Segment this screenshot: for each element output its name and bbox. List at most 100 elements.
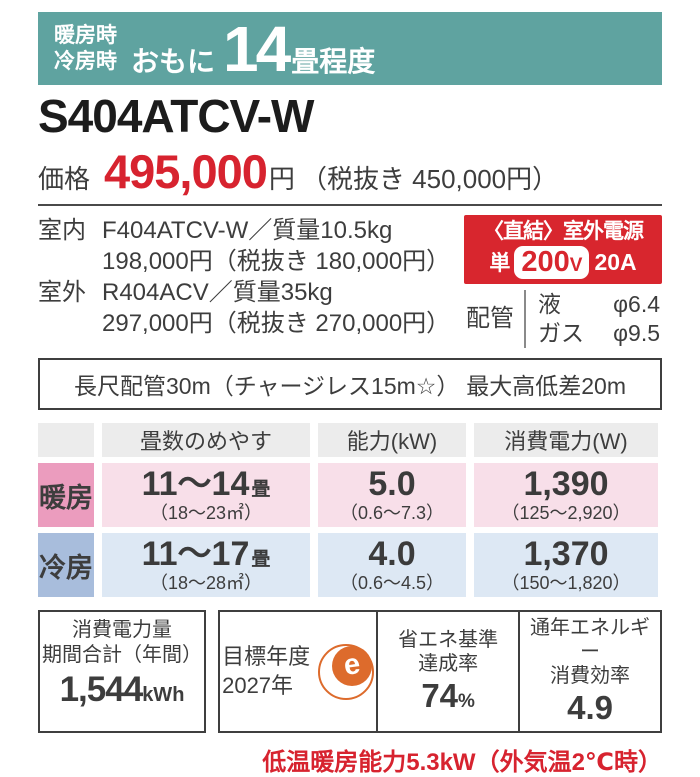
voltage-value: 200: [521, 245, 570, 278]
size-prefix: おもに: [131, 45, 216, 77]
e-mark-letter: e: [341, 648, 363, 683]
apf-title: 通年エネルギー 消費効率: [522, 616, 658, 688]
target-year-line2: 2027年: [222, 672, 294, 698]
table-header-capacity: 能力(kW): [318, 423, 466, 458]
e-mark-dot: e: [332, 645, 373, 686]
size-value: 14: [223, 12, 291, 85]
piping-values: 液 φ6.4 ガス φ9.5: [524, 290, 662, 349]
price-unit: 円: [268, 163, 295, 194]
table-header-tatami: 畳数のめやす: [102, 423, 310, 458]
power-phase: 単: [489, 252, 511, 276]
achievement-rate-section: 省エネ基準 達成率 74 %: [376, 612, 518, 732]
voltage-unit: V: [569, 254, 583, 276]
power-piping-column: 〈直結〉室外電源 単 200 V 20A 配管 液 φ6.4: [464, 214, 662, 349]
outdoor-price: 297,000円（税抜き 270,000円）: [102, 309, 451, 337]
size-suffix: 畳程度: [291, 45, 376, 77]
mode-heating: 暖房時: [54, 24, 117, 48]
achievement-title-line1: 省エネ基準: [398, 629, 499, 652]
cooling-power-value: 1,370: [523, 534, 609, 573]
heating-tatami-sub: （18～23㎡）: [149, 502, 263, 523]
cooling-tatami-unit: 畳: [251, 548, 271, 570]
mid-section: 室内 F404ATCV-W／質量10.5kg 198,000円（税抜き 180,…: [38, 214, 662, 349]
indoor-row: 室内 F404ATCV-W／質量10.5kg: [38, 215, 450, 246]
price-tax-note: （税抜き 450,000円）: [300, 163, 559, 194]
cooling-tatami-sub: （18～28㎡）: [149, 572, 263, 593]
gas-diameter: φ9.5: [613, 320, 660, 347]
row-label-cooling: 冷房: [38, 533, 94, 598]
cooling-capacity-sub: （0.6～4.5）: [339, 572, 445, 593]
low-temp-heating-footnote: 低温暖房能力5.3kW（外気温2℃時）: [262, 749, 662, 777]
row-label-heating: 暖房: [38, 463, 94, 528]
achievement-title-line2: 達成率: [418, 653, 479, 676]
target-year-text: 目標年度 2027年: [222, 643, 310, 700]
pipe-row-gas: ガス φ9.5: [538, 319, 662, 348]
heating-power-cell: 1,390 （125～2,920）: [474, 463, 658, 528]
cooling-capacity-value: 4.0: [368, 534, 416, 573]
heating-tatami-unit: 畳: [251, 478, 271, 500]
voltage-pill: 200 V: [514, 245, 590, 280]
annual-title-line1: 消費電力量: [72, 619, 172, 642]
achievement-rate-title: 省エネ基準 達成率: [398, 628, 498, 676]
annual-power-box: 消費電力量 期間合計（年間） 1,544 kWh: [38, 610, 206, 734]
outdoor-spec: R404ACV／質量35kg: [102, 278, 333, 306]
cooling-tatami-range: 11～17: [141, 534, 250, 573]
piping-label: 配管: [466, 305, 514, 333]
price-label: 価格: [38, 163, 91, 194]
heating-tatami-range: 11～14: [141, 464, 250, 503]
annual-power-number: 1,544: [59, 670, 144, 710]
indoor-label: 室内: [38, 216, 86, 244]
indoor-price: 198,000円（税抜き 180,000円）: [102, 247, 451, 275]
pipe-row-liquid: 液 φ6.4: [538, 290, 662, 319]
outdoor-label: 室外: [38, 278, 86, 306]
target-year-section: 目標年度 2027年 e: [220, 612, 376, 731]
energy-label-box: 目標年度 2027年 e 省エネ基準 達成率 74 %: [218, 610, 662, 734]
energy-saving-e-mark-icon: e: [318, 643, 375, 700]
heating-power-value: 1,390: [523, 464, 609, 503]
achievement-rate-number: 74: [421, 677, 459, 715]
max-height-diff: 最大高低差20m: [466, 373, 626, 400]
model-name: S404ATCV-W: [38, 90, 314, 142]
table-header-blank: [38, 423, 94, 458]
power-supply-title: 〈直結〉室外電源: [483, 219, 644, 243]
spec-card: 暖房時 冷房時 おもに 14 畳程度 S404ATCV-W 価格 495,000…: [38, 12, 662, 776]
annual-power-value: 1,544 kWh: [42, 670, 202, 710]
heating-capacity-sub: （0.6～7.3）: [339, 502, 445, 523]
heating-tatami-value: 11～14 畳: [141, 464, 271, 503]
heating-tatami-cell: 11～14 畳 （18～23㎡）: [102, 463, 310, 528]
gas-label: ガス: [538, 320, 584, 347]
indoor-spec: F404ATCV-W／質量10.5kg: [102, 216, 393, 244]
energy-section: 消費電力量 期間合計（年間） 1,544 kWh 目標年度 2027年 e: [38, 610, 662, 734]
heating-capacity-value: 5.0: [368, 464, 416, 503]
cooling-tatami-value: 11～17 畳: [141, 534, 271, 573]
apf-title-line1: 通年エネルギー: [530, 617, 651, 664]
heating-capacity-cell: 5.0 （0.6～7.3）: [318, 463, 466, 528]
achievement-rate-value: 74 %: [421, 677, 475, 715]
divider: [38, 203, 662, 206]
mode-cooling: 冷房時: [54, 49, 117, 73]
apf-section: 通年エネルギー 消費効率 4.9: [518, 612, 660, 732]
mode-label: 暖房時 冷房時: [54, 23, 117, 73]
target-year-line1: 目標年度: [222, 644, 311, 670]
hero-banner: 暖房時 冷房時 おもに 14 畳程度: [38, 12, 662, 85]
heating-power-sub: （125～2,920）: [501, 502, 631, 523]
long-pipe-box: 長尺配管30m（チャージレス15m☆） 最大高低差20m: [38, 358, 662, 411]
cooling-power-cell: 1,370 （150～1,820）: [474, 533, 658, 598]
annual-power-title: 消費電力量 期間合計（年間）: [42, 618, 202, 668]
power-rating: 単 200 V 20A: [466, 245, 660, 280]
spec-table: 畳数のめやす 能力(kW) 消費電力(W) 暖房 11～14 畳 （18～23㎡…: [38, 423, 662, 598]
amperage: 20A: [594, 248, 637, 275]
outdoor-row: 室外 R404ACV／質量35kg: [38, 277, 450, 308]
apf-value: 4.9: [567, 689, 613, 727]
power-supply-box: 〈直結〉室外電源 単 200 V 20A: [464, 214, 662, 285]
annual-power-unit: kWh: [142, 684, 185, 707]
unit-specs: 室内 F404ATCV-W／質量10.5kg 198,000円（税抜き 180,…: [38, 215, 450, 349]
table-header-power: 消費電力(W): [474, 423, 658, 458]
liquid-label: 液: [538, 291, 561, 318]
price-value: 495,000: [104, 144, 268, 198]
achievement-rate-unit: %: [458, 691, 475, 713]
liquid-diameter: φ6.4: [613, 291, 660, 318]
price-row: 価格 495,000 円 （税抜き 450,000円）: [38, 148, 662, 196]
apf-value-wrap: 4.9: [567, 689, 613, 727]
cooling-tatami-cell: 11～17 畳 （18～28㎡）: [102, 533, 310, 598]
apf-title-line2: 消費効率: [550, 665, 631, 688]
